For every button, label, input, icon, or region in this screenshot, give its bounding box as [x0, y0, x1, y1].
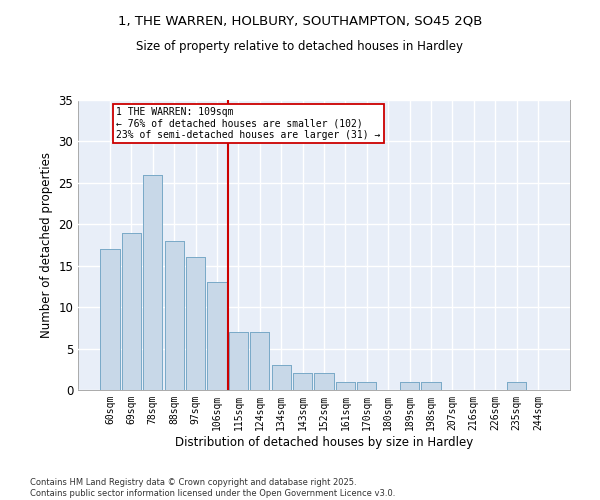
Bar	[250, 332, 269, 390]
Bar	[143, 174, 163, 390]
Bar	[208, 282, 227, 390]
Bar	[186, 258, 205, 390]
Bar	[507, 382, 526, 390]
Bar	[164, 241, 184, 390]
Bar	[250, 332, 269, 390]
Bar	[400, 382, 419, 390]
Bar	[122, 232, 141, 390]
Bar	[314, 374, 334, 390]
Bar	[293, 374, 312, 390]
Bar	[357, 382, 376, 390]
Bar	[400, 382, 419, 390]
Text: Contains HM Land Registry data © Crown copyright and database right 2025.
Contai: Contains HM Land Registry data © Crown c…	[30, 478, 395, 498]
Bar	[421, 382, 440, 390]
Bar	[229, 332, 248, 390]
Bar	[336, 382, 355, 390]
Bar	[229, 332, 248, 390]
Bar	[357, 382, 376, 390]
Bar	[272, 365, 291, 390]
Bar	[421, 382, 440, 390]
Bar	[208, 282, 227, 390]
Bar	[100, 249, 119, 390]
Bar	[100, 249, 119, 390]
Bar	[272, 365, 291, 390]
Bar	[143, 174, 163, 390]
Text: Size of property relative to detached houses in Hardley: Size of property relative to detached ho…	[137, 40, 464, 53]
Bar	[164, 241, 184, 390]
Bar	[186, 258, 205, 390]
Text: 1, THE WARREN, HOLBURY, SOUTHAMPTON, SO45 2QB: 1, THE WARREN, HOLBURY, SOUTHAMPTON, SO4…	[118, 15, 482, 28]
Bar	[122, 232, 141, 390]
Bar	[314, 374, 334, 390]
Bar	[336, 382, 355, 390]
Bar	[507, 382, 526, 390]
Text: 1 THE WARREN: 109sqm
← 76% of detached houses are smaller (102)
23% of semi-deta: 1 THE WARREN: 109sqm ← 76% of detached h…	[116, 106, 381, 140]
Y-axis label: Number of detached properties: Number of detached properties	[40, 152, 53, 338]
X-axis label: Distribution of detached houses by size in Hardley: Distribution of detached houses by size …	[175, 436, 473, 448]
Bar	[293, 374, 312, 390]
